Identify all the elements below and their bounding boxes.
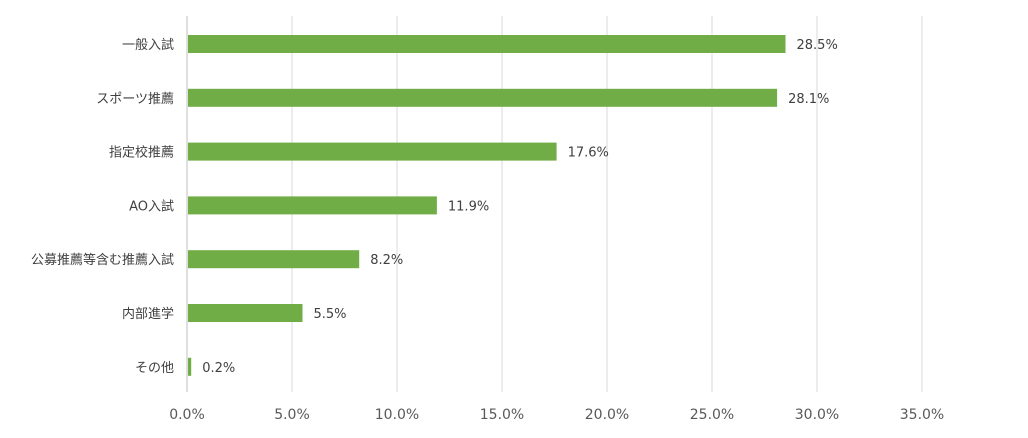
x-tick-label: 30.0%: [795, 407, 839, 423]
x-tick-label: 15.0%: [480, 407, 524, 423]
data-label: 17.6%: [568, 146, 609, 161]
x-axis-tick-labels: 0.0% 5.0% 10.0% 15.0% 20.0% 25.0% 30.0% 35.0%: [169, 407, 944, 423]
category-label: 内部進学: [122, 306, 174, 322]
x-tick-label: 35.0%: [900, 407, 944, 423]
gridlines: [186, 16, 923, 392]
x-tick-label: 25.0%: [690, 407, 734, 423]
bar: [188, 196, 437, 215]
bar: [188, 35, 786, 53]
bar: [188, 88, 778, 107]
data-label: 28.5%: [797, 38, 838, 53]
x-tick-label: 20.0%: [585, 407, 629, 423]
bar: [188, 142, 557, 161]
category-label: 指定校推薦: [109, 145, 174, 161]
category-label: スポーツ推薦: [96, 92, 174, 107]
category-label: その他: [135, 361, 174, 376]
category-label: 一般入試: [122, 37, 174, 53]
x-tick-label: 10.0%: [375, 407, 419, 423]
data-label: 11.9%: [448, 199, 489, 214]
bars: [188, 35, 786, 376]
category-label: 公募推薦等含む推薦入試: [31, 252, 174, 268]
x-tick-label: 5.0%: [274, 407, 310, 423]
data-label: 0.2%: [202, 361, 235, 376]
data-label: 8.2%: [370, 253, 403, 268]
bar: [188, 357, 192, 376]
value-labels: 28.5% 28.1% 17.6% 11.9% 8.2% 5.5% 0.2%: [202, 38, 838, 376]
category-label: AO入試: [129, 198, 174, 214]
bar: [188, 304, 303, 322]
data-label: 28.1%: [788, 92, 829, 107]
x-tick-label: 0.0%: [169, 407, 205, 423]
data-label: 5.5%: [314, 307, 347, 322]
bar: [188, 250, 360, 269]
